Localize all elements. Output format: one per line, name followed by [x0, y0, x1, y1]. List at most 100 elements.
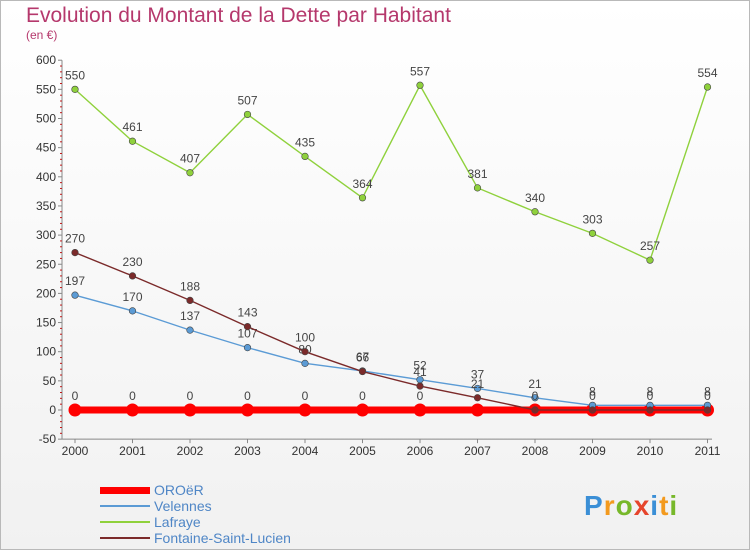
x-tick-label: 2003 [234, 444, 261, 458]
data-point [71, 85, 79, 93]
data-point [646, 256, 654, 264]
legend-label: Velennes [154, 498, 212, 514]
data-point [183, 403, 197, 417]
legend-swatch [100, 487, 150, 494]
data-point [473, 384, 482, 393]
data-label: 21 [471, 377, 485, 391]
data-point [588, 229, 597, 237]
data-label: 66 [356, 351, 370, 365]
data-label: 554 [697, 66, 717, 80]
data-point [471, 403, 484, 417]
y-tick-label: 50 [43, 374, 57, 388]
y-tick-label: 500 [36, 112, 56, 126]
data-label: 0 [129, 389, 136, 403]
series-line [74, 83, 709, 262]
data-point [358, 194, 367, 202]
legend-swatch [100, 505, 150, 507]
logo-letter: P [584, 490, 604, 521]
x-tick-label: 2007 [464, 444, 491, 458]
data-point [243, 323, 252, 331]
series-line [74, 294, 708, 407]
data-label: 0 [704, 389, 711, 403]
x-tick-label: 2005 [349, 444, 376, 458]
data-point [413, 403, 427, 417]
data-label: 257 [640, 239, 660, 253]
data-point [126, 403, 139, 417]
data-label: 188 [180, 279, 200, 293]
data-label: 8 [647, 384, 654, 398]
y-tick-label: 400 [36, 170, 56, 184]
data-point [241, 403, 254, 417]
data-point [301, 359, 309, 367]
x-tick-label: 2006 [407, 444, 434, 458]
data-point [128, 272, 137, 280]
data-point [301, 348, 309, 356]
data-label: 21 [528, 377, 542, 391]
data-label: 270 [65, 232, 85, 246]
data-label: 0 [72, 389, 79, 403]
data-label: 303 [582, 212, 602, 226]
data-label: 0 [187, 389, 194, 403]
data-point [301, 152, 309, 160]
data-label: 435 [295, 135, 315, 149]
data-label: 507 [237, 93, 257, 107]
logo-letter: r [603, 490, 616, 521]
y-tick-label: 200 [36, 286, 56, 300]
x-tick-label: 2010 [637, 444, 664, 458]
data-point [71, 291, 79, 299]
data-point [71, 248, 79, 257]
data-label: 340 [525, 191, 545, 205]
data-point [186, 296, 194, 304]
data-label: 37 [471, 367, 485, 381]
data-label: 0 [302, 389, 309, 403]
data-label: 170 [122, 290, 142, 304]
data-point [128, 137, 137, 145]
data-label: 230 [122, 255, 142, 269]
x-tick-label: 2009 [579, 444, 606, 458]
data-label: 0 [417, 389, 424, 403]
data-label: 0 [647, 389, 654, 403]
data-point [531, 406, 539, 414]
chart-unit: (en €) [26, 28, 58, 42]
data-point [356, 403, 369, 417]
x-tick-label: 2002 [177, 444, 204, 458]
data-point [703, 406, 712, 414]
y-tick-label: 0 [49, 403, 56, 417]
legend-label: OROëR [154, 482, 204, 498]
x-tick-label: 2001 [119, 444, 146, 458]
legend-swatch [100, 537, 150, 539]
data-point [588, 406, 597, 414]
data-label: 550 [65, 68, 85, 82]
data-label: 197 [65, 274, 85, 288]
data-label: 52 [413, 359, 427, 373]
data-point [473, 394, 482, 402]
data-point [416, 382, 424, 390]
y-tick-label: 450 [36, 141, 56, 155]
data-label: 100 [295, 331, 315, 345]
logo-letter: i [650, 490, 660, 521]
data-point [243, 110, 252, 119]
series-line [74, 251, 708, 411]
data-label: 137 [180, 309, 200, 323]
data-label: 0 [532, 389, 539, 403]
data-label: 0 [589, 389, 596, 403]
data-label: 67 [356, 350, 370, 364]
x-tick-label: 2000 [62, 444, 89, 458]
data-label: 143 [237, 306, 257, 320]
data-point [186, 326, 194, 334]
data-point [298, 403, 312, 417]
data-point [531, 208, 539, 216]
data-label: 557 [410, 64, 430, 78]
data-label: 0 [244, 389, 251, 403]
data-point [358, 367, 367, 376]
data-point [128, 307, 137, 315]
y-tick-label: 550 [36, 82, 56, 96]
legend-swatch [100, 521, 150, 523]
data-point [703, 83, 712, 91]
data-point [68, 403, 82, 417]
data-point [531, 394, 539, 402]
proxiti-logo: Proxiti [584, 490, 678, 522]
x-tick-label: 2004 [292, 444, 319, 458]
data-point [646, 406, 654, 414]
data-point [243, 344, 252, 352]
